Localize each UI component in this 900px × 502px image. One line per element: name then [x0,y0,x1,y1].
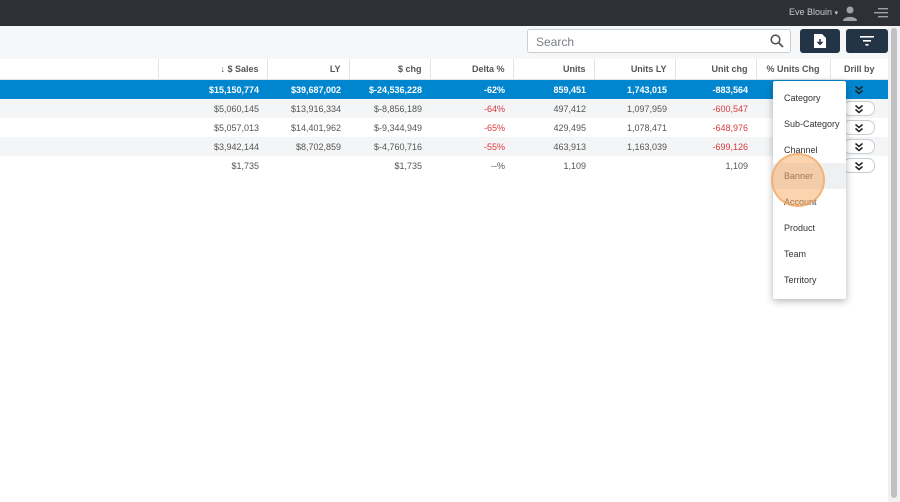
cell-units: 497,412 [513,99,594,118]
column-header-unit-chg[interactable]: Unit chg [674,59,756,80]
cell-ly: $39,687,002 [267,79,349,99]
filter-icon [860,36,874,46]
chevron-double-down-icon [855,85,863,94]
cell-delta: --% [491,160,505,171]
search-box [527,29,791,53]
chevron-double-down-icon [855,104,863,113]
chevron-double-down-icon [855,161,863,170]
drill-down-button[interactable] [843,120,875,135]
cell-units: 429,495 [553,122,586,133]
column-header-chg[interactable]: $ chg [348,59,430,80]
column-header-sales[interactable]: ↓ $ Sales [157,59,267,80]
table-row[interactable]: $5,057,013 $14,401,962 $-9,344,949 -65% … [0,118,888,137]
cell-delta: -62% [430,79,513,99]
export-button[interactable] [800,29,840,53]
vertical-scrollbar[interactable] [888,26,900,502]
drill-option-product[interactable]: Product [784,223,816,233]
column-header-pct-units-chg[interactable]: % Units Chg [755,59,830,80]
drill-option-channel[interactable]: Channel [784,145,818,155]
cell-chg: $-4,760,716 [349,137,430,156]
chevron-down-icon: ▾ [834,10,838,17]
cell-units: 859,451 [513,79,594,99]
search-input[interactable] [534,34,768,50]
top-bar: Eve Blouin ▾ [0,0,900,26]
cell-units-ly: 1,078,471 [626,122,667,133]
cell-delta: -55% [430,137,513,156]
drill-option-account[interactable]: Account [784,197,817,207]
cell-chg: $-8,856,189 [349,99,430,118]
cell-units-ly: 1,097,959 [594,99,675,118]
scrollbar-thumb[interactable] [891,28,897,498]
data-table: ↓ $ Sales LY $ chg Delta % Units Units L… [0,59,888,175]
cell-unit-chg: -600,547 [675,99,756,118]
cell-sales: $3,942,144 [158,137,267,156]
cell-units-ly: 1,163,039 [594,137,675,156]
user-name: Eve Blouin [788,7,832,17]
cell-units-ly [594,156,675,175]
drill-option-territory[interactable]: Territory [784,275,817,285]
toolbar [0,26,888,60]
user-avatar-icon[interactable] [842,5,858,21]
cell-sales: $5,060,145 [158,99,267,118]
column-header-units-ly[interactable]: Units LY [593,59,675,80]
table-header-row: ↓ $ Sales LY $ chg Delta % Units Units L… [0,59,888,80]
drill-down-button[interactable] [844,83,874,96]
drill-down-button[interactable] [843,139,875,154]
column-header-drill-by: Drill by [829,59,888,80]
cell-ly: $13,916,334 [267,99,349,118]
column-header-blank [0,59,158,80]
cell-unit-chg: -648,976 [712,122,748,133]
cell-units: 463,913 [513,137,594,156]
cell-unit-chg: -883,564 [675,79,756,99]
table-row[interactable]: $3,942,144 $8,702,859 $-4,760,716 -55% 4… [0,137,888,156]
drill-option-team[interactable]: Team [784,249,807,259]
cell-sales: $15,150,774 [158,79,267,99]
drill-option-sub-category[interactable]: Sub-Category [784,119,840,129]
column-header-units[interactable]: Units [512,59,594,80]
cell-ly [267,156,349,175]
drill-by-dropdown: Category Sub-Category Channel Banner Acc… [773,81,846,299]
drill-down-button[interactable] [843,101,875,116]
file-download-icon [814,34,826,48]
cell-units-ly: 1,743,015 [594,79,675,99]
cell-sales: $5,057,013 [213,122,259,133]
cell-delta: -65% [483,122,505,133]
drill-option-banner[interactable]: Banner [773,163,846,189]
chevron-double-down-icon [855,142,863,151]
table-row-total[interactable]: $15,150,774 $39,687,002 $-24,536,228 -62… [0,79,888,99]
cell-ly: $14,401,962 [290,122,341,133]
cell-sales: $1,735 [231,160,259,171]
cell-chg: $-24,536,228 [349,79,430,99]
drill-option-category[interactable]: Category [784,93,821,103]
hamburger-menu-icon[interactable] [874,8,888,18]
cell-chg: $1,735 [394,160,422,171]
cell-unit-chg: 1,109 [725,160,748,171]
table-row[interactable]: $1,735 $1,735 --% 1,109 1,109 [0,156,888,175]
column-header-delta[interactable]: Delta % [429,59,513,80]
cell-ly: $8,702,859 [267,137,349,156]
user-menu[interactable]: Eve Blouin ▾ [789,7,838,17]
search-icon[interactable] [770,34,784,48]
table-row[interactable]: $5,060,145 $13,916,334 $-8,856,189 -64% … [0,99,888,118]
drill-down-button[interactable] [843,158,875,173]
cell-delta: -64% [430,99,513,118]
cell-units: 1,109 [563,160,586,171]
column-header-ly[interactable]: LY [266,59,349,80]
cell-chg: $-9,344,949 [373,122,422,133]
cell-unit-chg: -699,126 [675,137,756,156]
filter-button[interactable] [846,29,888,53]
chevron-double-down-icon [855,123,863,132]
